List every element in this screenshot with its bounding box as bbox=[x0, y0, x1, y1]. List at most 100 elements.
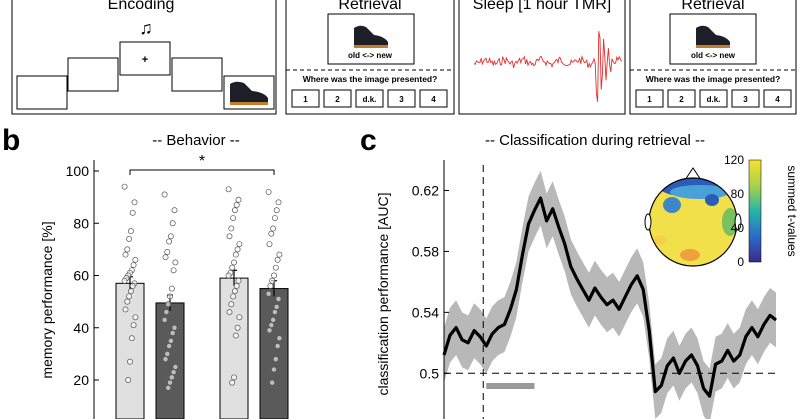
subject-point bbox=[226, 233, 233, 240]
y-tick-label: 0.5 bbox=[420, 365, 440, 381]
subject-point bbox=[162, 254, 169, 261]
subject-point bbox=[232, 251, 239, 258]
subject-point bbox=[275, 199, 282, 206]
subject-point bbox=[130, 322, 137, 329]
retrieval-left-options: 1 2 d.k. 3 4 bbox=[291, 89, 448, 108]
shoe-icon bbox=[230, 81, 268, 105]
subject-point bbox=[132, 256, 139, 263]
subject-point bbox=[129, 209, 136, 216]
subject-point bbox=[169, 330, 176, 336]
colorbar-tick-label: 80 bbox=[731, 187, 745, 201]
significance-star: * bbox=[199, 153, 205, 170]
subject-point bbox=[233, 202, 240, 208]
music-note-icon: ♫ bbox=[139, 18, 153, 38]
significance-bracket bbox=[129, 169, 275, 175]
y-tick-label: 80 bbox=[73, 215, 89, 231]
colorbar-tick-label: 120 bbox=[724, 153, 744, 167]
subject-point bbox=[270, 316, 277, 323]
retrieval-right-frame bbox=[629, 0, 797, 115]
subject-point bbox=[230, 215, 237, 221]
subject-point bbox=[122, 306, 129, 313]
encoding-screen-2 bbox=[67, 57, 119, 92]
encoding-title: Encoding bbox=[108, 0, 175, 13]
retrieval-left-option-label: 3 bbox=[399, 95, 404, 104]
encoding-screen-4 bbox=[171, 57, 223, 92]
retrieval-left-option-label: 4 bbox=[431, 95, 436, 104]
subject-point bbox=[171, 324, 178, 331]
shoe-icon bbox=[696, 25, 730, 48]
subject-point bbox=[265, 188, 272, 195]
subject-point bbox=[163, 309, 170, 316]
subject-point bbox=[122, 251, 129, 258]
colorbar-tick-label: 40 bbox=[731, 221, 745, 235]
right-ear-icon bbox=[734, 213, 742, 231]
retrieval-right-options: 1 2 d.k. 3 4 bbox=[635, 89, 792, 108]
subject-point bbox=[161, 316, 168, 323]
eeg-trace bbox=[473, 31, 623, 102]
subject-point bbox=[229, 264, 236, 271]
subject-point bbox=[269, 277, 276, 284]
subject-point bbox=[132, 314, 139, 321]
retrieval-left-option-label: 1 bbox=[303, 95, 308, 104]
subject-point bbox=[168, 285, 175, 292]
subject-point bbox=[128, 335, 135, 342]
retrieval-left-option-box bbox=[419, 89, 448, 108]
subject-point bbox=[271, 215, 278, 221]
bar-4 bbox=[259, 288, 289, 419]
subject-point bbox=[234, 246, 241, 253]
retrieval-right-option-box bbox=[635, 89, 664, 108]
retrieval-left-option-label: d.k. bbox=[363, 95, 377, 104]
subject-point bbox=[232, 332, 239, 339]
retrieval-left-option-label: 2 bbox=[335, 95, 340, 104]
y-tick-label: 20 bbox=[73, 372, 89, 388]
panel-c-title: -- Classification during retrieval -- bbox=[485, 132, 705, 149]
subject-point bbox=[235, 277, 242, 284]
subject-point bbox=[171, 207, 178, 214]
panel-b-title: -- Behavior -- bbox=[152, 132, 240, 149]
shoe-icon bbox=[354, 25, 388, 48]
subject-point bbox=[127, 358, 133, 365]
subject-point bbox=[275, 296, 282, 302]
subject-point bbox=[121, 183, 128, 190]
subject-point bbox=[170, 369, 177, 376]
subject-point bbox=[125, 377, 132, 383]
subject-point bbox=[271, 272, 277, 279]
retrieval-right-title: Retrieval bbox=[681, 0, 744, 13]
subject-point bbox=[270, 225, 277, 232]
subject-point bbox=[268, 322, 275, 329]
subject-point bbox=[228, 225, 235, 232]
subject-point bbox=[266, 327, 273, 334]
encoding-frame bbox=[11, 0, 277, 115]
retrieval-right-option-box bbox=[763, 89, 792, 108]
bar-1 bbox=[115, 282, 145, 419]
subject-point bbox=[124, 246, 131, 253]
subject-point bbox=[265, 290, 272, 297]
retrieval-left-title: Retrieval bbox=[338, 0, 401, 13]
subject-point bbox=[124, 298, 131, 305]
retrieval-right-option-label: 2 bbox=[679, 95, 684, 104]
subject-point bbox=[225, 186, 232, 193]
retrieval-right-question: Where was the image presented? bbox=[646, 74, 781, 84]
retrieval-right-option-box bbox=[731, 89, 760, 108]
y-tick-label: 100 bbox=[66, 163, 90, 179]
subject-point bbox=[168, 374, 175, 381]
subject-point bbox=[268, 230, 275, 237]
subject-point bbox=[167, 233, 174, 240]
retrieval-left-option-box bbox=[355, 89, 384, 108]
subject-point bbox=[130, 262, 137, 268]
colorbar-ticks: 120 80 40 0 bbox=[724, 153, 744, 269]
subject-point bbox=[170, 267, 177, 274]
retrieval-left-caption: old <-> new bbox=[348, 51, 393, 60]
classification-chart: 0.5 0.54 0.58 0.62 classification performanc… bbox=[375, 160, 777, 419]
retrieval-right-option-label: d.k. bbox=[707, 95, 721, 104]
sleep-title: Sleep [1 hour TMR] bbox=[473, 0, 611, 13]
subject-point bbox=[165, 301, 172, 308]
colorbar-label: summed t-values bbox=[785, 165, 799, 256]
subject-point bbox=[273, 303, 280, 310]
subject-point bbox=[167, 337, 174, 344]
retrieval-right-option-label: 4 bbox=[775, 95, 780, 104]
panel-b-letter: b bbox=[2, 124, 20, 157]
subject-point bbox=[172, 363, 179, 370]
colorbar bbox=[748, 159, 762, 263]
